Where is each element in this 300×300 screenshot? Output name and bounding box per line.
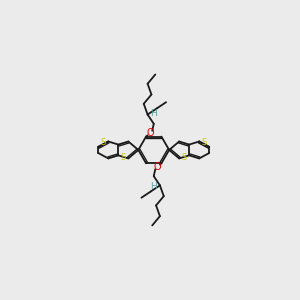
Text: O: O — [146, 128, 154, 138]
Text: S: S — [101, 138, 106, 147]
Text: S: S — [121, 153, 126, 162]
Text: H: H — [150, 109, 157, 118]
Text: S: S — [182, 153, 187, 162]
Text: O: O — [154, 162, 161, 172]
Text: S: S — [202, 138, 207, 147]
Text: H: H — [150, 182, 157, 191]
